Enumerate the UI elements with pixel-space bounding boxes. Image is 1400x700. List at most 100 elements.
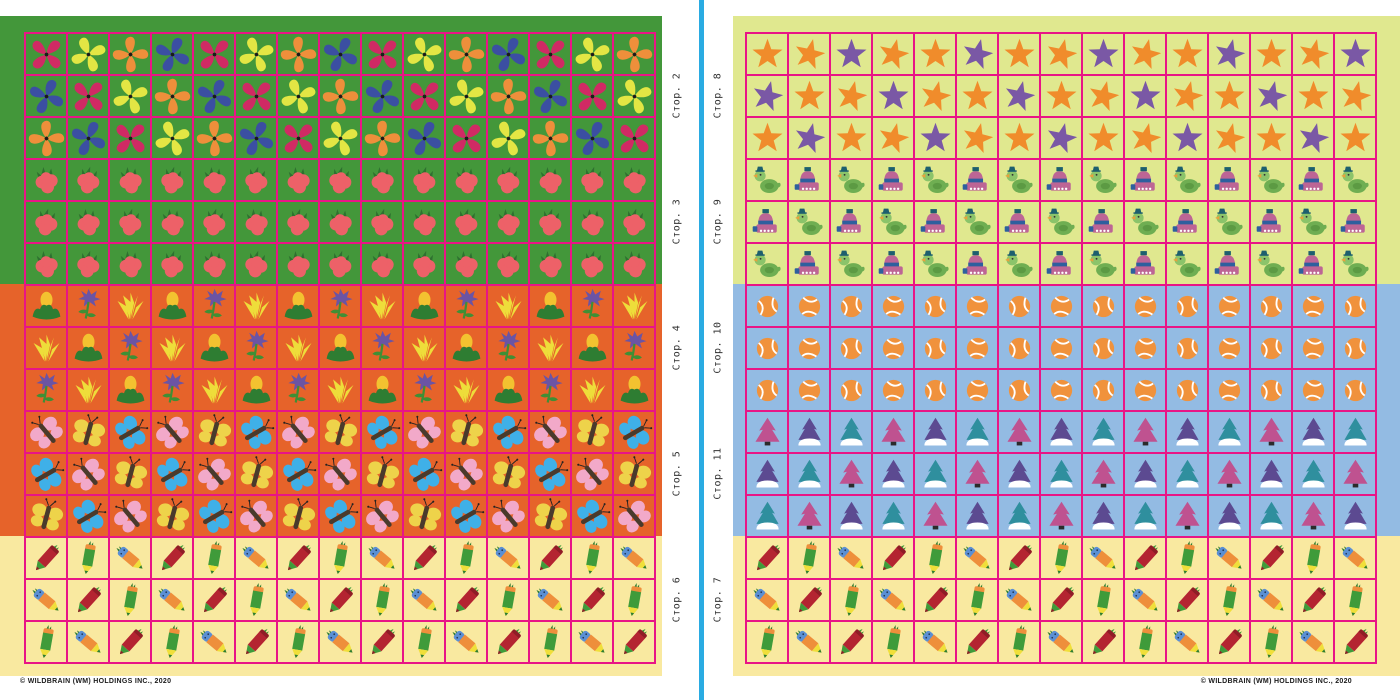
sticker-cell <box>914 285 956 327</box>
sticker-cell <box>1040 411 1082 453</box>
tennis-ball-icon <box>1038 325 1083 370</box>
sticker-cell <box>445 201 487 243</box>
sticker-cell <box>571 453 613 495</box>
green-duck-with-hat-icon <box>917 246 954 283</box>
sticker-cell <box>25 579 67 621</box>
sticker-cell <box>319 327 361 369</box>
sticker-cell <box>830 33 872 75</box>
sticker-cell <box>1334 159 1376 201</box>
star-purple-icon <box>1169 120 1206 157</box>
fir-tree-purple-snow-icon <box>959 498 996 535</box>
tennis-ball-icon <box>1122 367 1167 412</box>
sticker-cell <box>1124 285 1166 327</box>
sticker-cell <box>956 369 998 411</box>
sticker-cell <box>998 33 1040 75</box>
sticker-cell <box>746 159 788 201</box>
sticker-cell <box>788 579 830 621</box>
star-orange-icon <box>1291 32 1335 76</box>
sticker-cell <box>1166 243 1208 285</box>
fir-tree-teal-snow-icon <box>917 456 954 493</box>
tennis-ball-icon <box>1253 372 1290 409</box>
star-purple-icon <box>1127 78 1164 115</box>
sticker-cell <box>956 117 998 159</box>
sticker-cell <box>277 579 319 621</box>
sticker-cell <box>1334 117 1376 159</box>
sticker-cell <box>67 159 109 201</box>
fir-tree-teal-snow-icon <box>1001 498 1038 535</box>
sticker-cell <box>613 327 655 369</box>
tennis-ball-icon <box>1001 372 1038 409</box>
sticker-cell <box>1208 327 1250 369</box>
sticker-cell <box>109 327 151 369</box>
star-purple-icon <box>955 32 999 76</box>
sticker-cell <box>529 411 571 453</box>
tennis-ball-icon <box>954 367 999 412</box>
sticker-cell <box>872 327 914 369</box>
sticker-cell <box>445 33 487 75</box>
sticker-cell <box>445 327 487 369</box>
tennis-ball-icon <box>1206 283 1251 328</box>
sticker-cell <box>571 537 613 579</box>
sticker-cell <box>1208 579 1250 621</box>
sticker-cell <box>361 537 403 579</box>
sticker-cell <box>571 201 613 243</box>
sticker-cell <box>1040 495 1082 537</box>
sticker-cell <box>746 495 788 537</box>
sticker-cell <box>1166 453 1208 495</box>
sticker-cell <box>956 621 998 663</box>
sticker-cell <box>1334 579 1376 621</box>
sticker-cell <box>403 285 445 327</box>
sticker-cell <box>193 411 235 453</box>
fir-tree-pink-icon <box>1337 456 1374 493</box>
green-duck-with-hat-icon <box>1127 204 1164 241</box>
sticker-cell <box>571 327 613 369</box>
pink-toy-train-icon <box>875 246 912 283</box>
star-purple-icon <box>1249 74 1293 118</box>
sticker-cell <box>788 369 830 411</box>
sticker-cell <box>193 201 235 243</box>
sticker-cell <box>998 285 1040 327</box>
sticker-cell <box>193 285 235 327</box>
pencil-orange-green-icon <box>1295 540 1332 577</box>
sticker-cell <box>1124 117 1166 159</box>
green-duck-with-hat-icon <box>749 246 786 283</box>
pencil-blue-orange-icon <box>959 540 996 577</box>
tennis-ball-icon <box>1290 283 1335 328</box>
sticker-cell <box>1082 453 1124 495</box>
tennis-ball-icon <box>1206 325 1251 370</box>
tennis-ball-icon <box>1206 367 1251 412</box>
sticker-cell <box>1082 75 1124 117</box>
sticker-cell <box>830 453 872 495</box>
star-orange-icon <box>871 116 915 160</box>
sticker-cell <box>361 579 403 621</box>
tennis-ball-icon <box>786 367 831 412</box>
sticker-cell <box>1334 369 1376 411</box>
fir-tree-teal-snow-icon <box>791 456 828 493</box>
tennis-ball-icon <box>1337 288 1374 325</box>
tennis-ball-icon <box>1001 288 1038 325</box>
sticker-cell <box>830 621 872 663</box>
green-duck-with-hat-icon <box>917 162 954 199</box>
sticker-cell <box>1082 411 1124 453</box>
star-orange-icon <box>955 116 999 160</box>
star-orange-icon <box>1295 78 1332 115</box>
sticker-cell <box>1124 75 1166 117</box>
sticker-cell <box>67 411 109 453</box>
sticker-cell <box>1292 117 1334 159</box>
sticker-cell <box>1082 159 1124 201</box>
sticker-cell <box>1124 621 1166 663</box>
pencil-blue-orange-icon <box>917 624 954 661</box>
sticker-cell <box>788 453 830 495</box>
sticker-cell <box>830 159 872 201</box>
sticker-cell <box>403 537 445 579</box>
pink-toy-train-icon <box>1295 162 1332 199</box>
pencil-orange-green-icon <box>791 540 828 577</box>
sticker-cell <box>1166 201 1208 243</box>
fir-tree-purple-snow-icon <box>791 414 828 451</box>
sticker-cell <box>109 579 151 621</box>
sticker-cell <box>277 201 319 243</box>
sticker-cell <box>872 243 914 285</box>
sticker-grid-crop7 <box>745 536 1377 664</box>
sticker-cell <box>361 285 403 327</box>
star-orange-icon <box>959 78 996 115</box>
